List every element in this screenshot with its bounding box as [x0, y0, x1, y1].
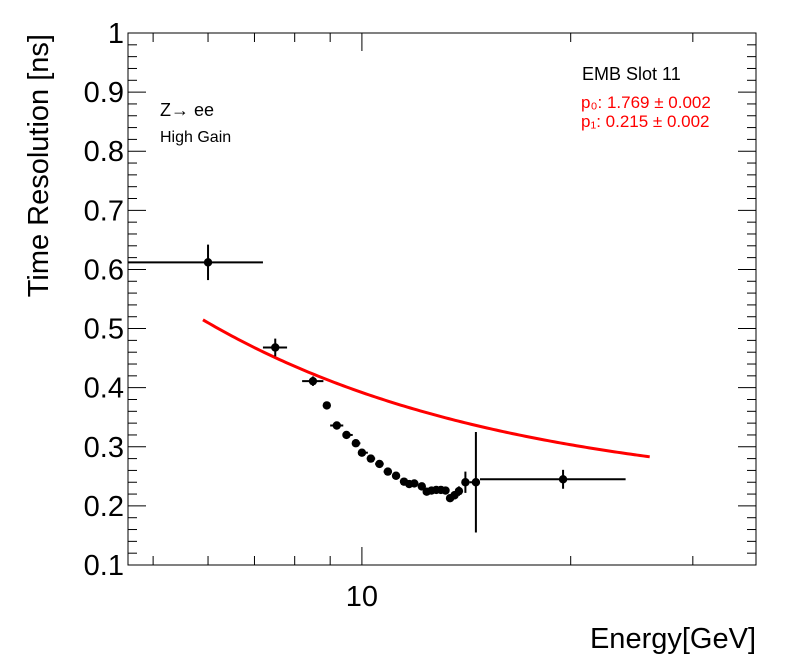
y-tick-label: 0.5	[84, 314, 124, 346]
annotation-slot: EMB Slot 11	[582, 64, 681, 84]
y-tick-label: 0.1	[84, 550, 124, 582]
annotation-gain: High Gain	[160, 129, 231, 146]
data-point	[308, 376, 318, 386]
y-axis-title: Time Resolution [ns]	[23, 34, 55, 297]
plot-frame-layer	[127, 32, 757, 566]
data-point	[417, 482, 427, 491]
data-point	[471, 478, 481, 487]
data-point	[366, 454, 376, 463]
x-tick-label: 10	[346, 581, 378, 613]
plot-frame	[127, 32, 757, 566]
data-point	[332, 421, 341, 430]
data-point	[271, 343, 280, 352]
axis-ticks-layer: 0.1 0.2 0.3 0.4 0.5 0.6 0.7 0.8 0.9 1 10	[84, 18, 756, 613]
data-point	[383, 467, 393, 476]
data-point	[351, 439, 361, 448]
data-point	[342, 430, 351, 440]
x-axis-title: Energy[GeV]	[590, 623, 756, 655]
fit-curve-layer	[202, 318, 650, 459]
data-point	[461, 478, 470, 487]
y-tick-label: 0.8	[84, 136, 124, 168]
data-point	[441, 486, 450, 495]
y-tick-label: 0.9	[84, 77, 124, 109]
data-points-layer	[128, 244, 626, 533]
data-point	[558, 475, 568, 484]
data-point	[375, 459, 384, 469]
data-point	[410, 479, 419, 488]
y-tick-label: 0.6	[84, 254, 124, 286]
data-point	[391, 471, 401, 480]
y-tick-label: 0.4	[84, 373, 124, 405]
y-tick-label: 1	[108, 18, 124, 50]
data-point	[454, 486, 464, 496]
y-tick-label: 0.7	[84, 195, 124, 227]
fit-param-p1: p₁: 0.215 ± 0.002	[581, 112, 710, 131]
y-tick-label: 0.3	[84, 432, 124, 464]
fit-curve	[202, 318, 650, 459]
annotation-process: Z→ ee	[160, 100, 214, 120]
data-point	[357, 448, 367, 457]
y-tick-label: 0.2	[84, 491, 124, 523]
data-point	[322, 401, 332, 410]
fit-param-p0: p₀: 1.769 ± 0.002	[581, 93, 711, 112]
data-point	[203, 258, 213, 267]
